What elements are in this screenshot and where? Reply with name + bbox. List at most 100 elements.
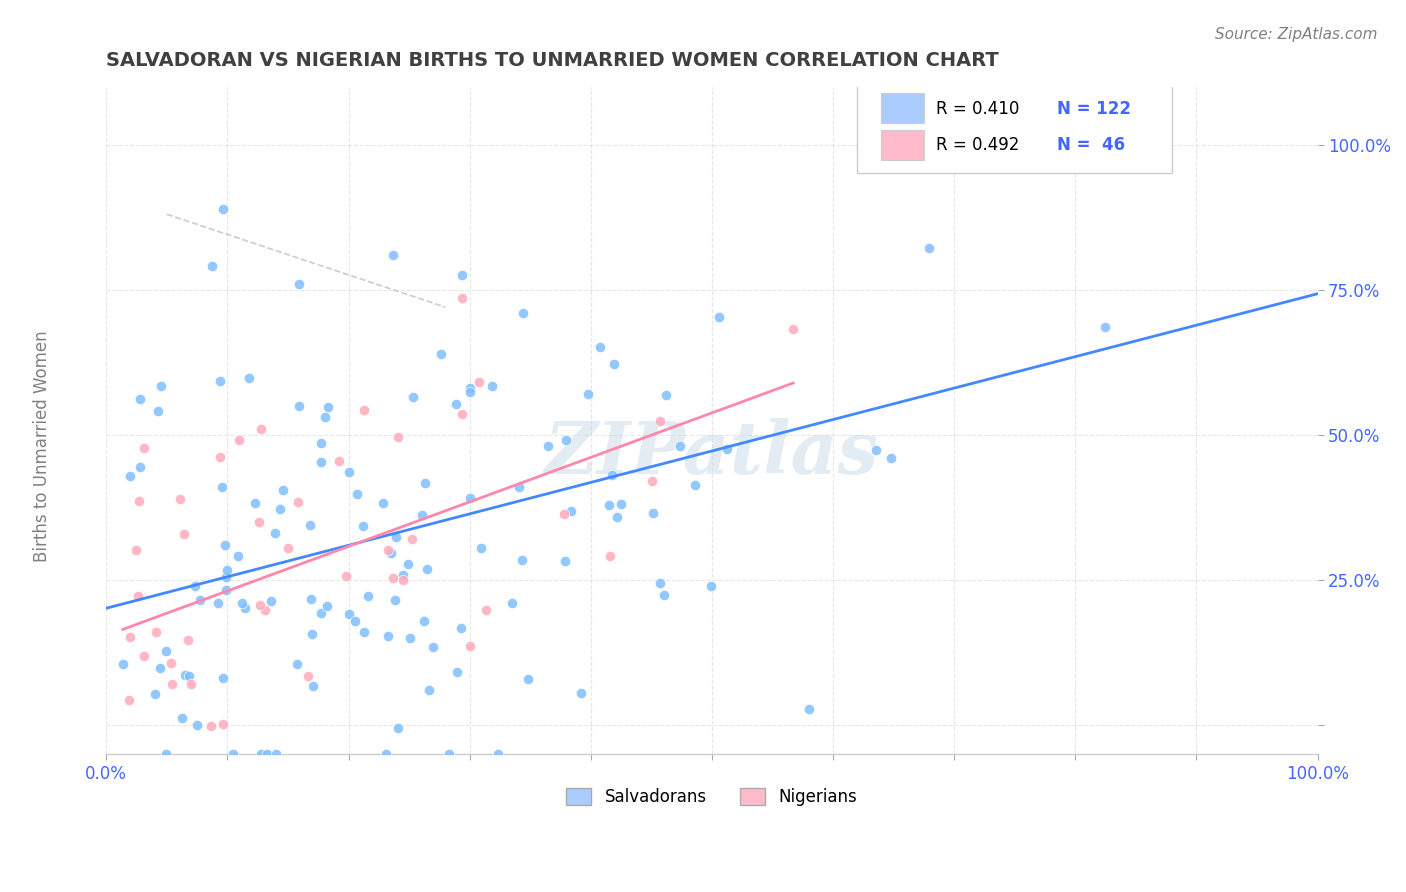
Point xyxy=(654,388,676,402)
Point xyxy=(309,606,332,620)
Point xyxy=(132,648,155,663)
Point xyxy=(398,632,420,646)
Point xyxy=(865,443,887,458)
Point xyxy=(316,400,339,414)
Point xyxy=(797,702,820,716)
Point xyxy=(603,357,626,371)
Point xyxy=(247,515,270,529)
Point xyxy=(215,563,238,577)
Text: N = 122: N = 122 xyxy=(1057,100,1132,118)
FancyBboxPatch shape xyxy=(882,130,924,160)
Point xyxy=(302,679,325,693)
Point xyxy=(120,468,142,483)
Point xyxy=(444,396,467,410)
Point xyxy=(450,292,472,306)
Point xyxy=(387,430,409,444)
Point xyxy=(486,747,509,762)
Point xyxy=(127,589,149,603)
Text: R = 0.410: R = 0.410 xyxy=(936,100,1019,118)
Point xyxy=(288,277,311,292)
Point xyxy=(1094,319,1116,334)
Point xyxy=(700,579,723,593)
Point xyxy=(560,504,582,518)
Point xyxy=(357,589,380,603)
Point xyxy=(149,660,172,674)
Point xyxy=(269,501,291,516)
Point xyxy=(226,549,249,563)
Point xyxy=(589,340,612,354)
Point xyxy=(111,657,134,672)
Point xyxy=(508,480,530,494)
Text: Births to Unmarried Women: Births to Unmarried Women xyxy=(34,330,51,562)
Point xyxy=(285,657,308,671)
Point xyxy=(450,268,472,282)
Point xyxy=(411,508,433,523)
Point xyxy=(641,474,664,488)
Point xyxy=(458,385,481,400)
Point xyxy=(186,718,208,732)
Point xyxy=(501,596,523,610)
Point xyxy=(177,633,200,648)
Point xyxy=(446,665,468,679)
Point xyxy=(328,454,350,468)
Point xyxy=(129,392,152,407)
Point xyxy=(146,404,169,418)
Point xyxy=(392,568,415,582)
Point xyxy=(231,596,253,610)
Point xyxy=(174,667,197,681)
Point xyxy=(382,571,405,585)
Point xyxy=(243,496,266,510)
Point xyxy=(1132,109,1154,123)
Point xyxy=(132,442,155,456)
Point xyxy=(188,593,211,607)
Point xyxy=(510,553,533,567)
Point xyxy=(346,487,368,501)
Text: R = 0.492: R = 0.492 xyxy=(936,136,1019,154)
Point xyxy=(352,518,374,533)
Point xyxy=(277,541,299,556)
Point xyxy=(201,259,224,273)
Point xyxy=(468,376,491,390)
Point xyxy=(249,422,271,436)
Point xyxy=(221,747,243,762)
Point xyxy=(375,747,398,762)
Point xyxy=(450,621,472,635)
Point xyxy=(430,347,453,361)
Point xyxy=(155,747,177,762)
Point xyxy=(170,711,193,725)
Point xyxy=(311,455,333,469)
Point xyxy=(918,241,941,255)
Point xyxy=(215,582,238,597)
Point xyxy=(200,718,222,732)
Point xyxy=(652,588,675,602)
Point xyxy=(335,569,357,583)
Point xyxy=(402,390,425,404)
Point xyxy=(413,475,436,490)
Point xyxy=(569,686,592,700)
Point xyxy=(215,570,238,584)
Point xyxy=(118,692,141,706)
Point xyxy=(288,399,311,413)
Point xyxy=(207,596,229,610)
Point xyxy=(264,526,287,541)
Point xyxy=(553,507,575,521)
Point xyxy=(260,594,283,608)
Point xyxy=(782,322,804,336)
Point xyxy=(249,598,271,612)
Point xyxy=(301,627,323,641)
Point xyxy=(437,747,460,762)
Point xyxy=(380,546,402,560)
Point xyxy=(458,491,481,505)
Point xyxy=(211,202,233,216)
Point xyxy=(470,541,492,556)
Point xyxy=(145,624,167,639)
Point xyxy=(396,558,419,572)
Point xyxy=(181,764,204,779)
Point xyxy=(254,603,277,617)
Point xyxy=(716,442,738,456)
Legend: Salvadorans, Nigerians: Salvadorans, Nigerians xyxy=(560,781,865,813)
Point xyxy=(512,306,534,320)
Point xyxy=(401,532,423,546)
Point xyxy=(337,465,360,479)
Point xyxy=(609,497,631,511)
